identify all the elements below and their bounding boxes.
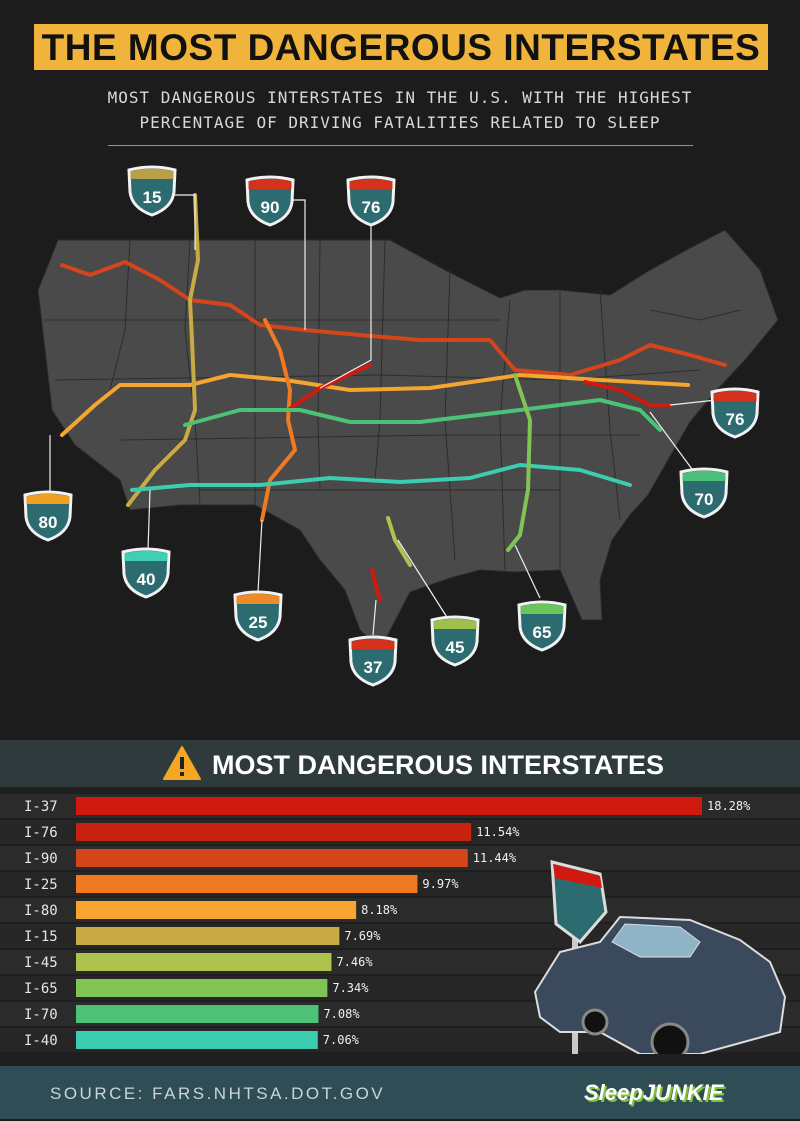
source-credit: SOURCE: FARS.NHTSA.DOT.GOV [50,1084,386,1103]
shield-label: 76 [726,410,745,429]
bar-category-label: I-80 [24,903,58,919]
shield-label: 45 [446,638,465,657]
bar-series: I-37 18.28% I-76 11.54% I-90 11.44% I-25 9.97% I… [24,797,751,1049]
shield-label: 90 [261,198,280,217]
bar-i-37 [76,797,702,815]
bar-category-label: I-65 [24,981,58,997]
bar-value-label: 7.46% [336,955,373,969]
shield-label: 15 [143,188,162,207]
damaged-sign-cap [553,864,602,888]
shield-label: 70 [695,490,714,509]
bar-value-label: 7.06% [323,1033,360,1047]
state-borders [45,239,741,571]
fatality-bar-chart: I-37 18.28% I-76 11.54% I-90 11.44% I-25 9.97% I… [0,794,800,1054]
bar-value-label: 8.18% [361,903,398,917]
interstate-shield-15: 15 [127,165,177,217]
bar-value-label: 11.44% [473,851,517,865]
interstate-shields: 15 90 76 80 40 25 37 45 65 70 76 [23,165,760,687]
route-i45 [386,516,412,567]
bar-category-label: I-70 [24,1007,58,1023]
route-i65 [506,373,532,552]
us-interstate-map: 15 90 76 80 40 25 37 45 65 70 76 [23,165,779,687]
subtitle-line-2: PERCENTAGE OF DRIVING FATALITIES RELATED… [139,113,661,132]
logo-text: SleepJUNKIE [584,1080,724,1105]
route-i90 [60,260,727,377]
interstate-shield-40: 40 [121,547,171,599]
subtitle-divider [108,145,693,146]
interstate-shield-76: 76 [710,387,760,439]
shield-label: 40 [137,570,156,589]
bar-i-40 [76,1031,318,1049]
interstate-shield-37: 37 [348,635,398,687]
shield-label: 37 [364,658,383,677]
footer: SOURCE: FARS.NHTSA.DOT.GOV SleepJUNKIE [0,1066,800,1119]
car-wheel-icon [650,1022,690,1054]
route-i25 [260,318,297,522]
bar-category-label: I-37 [24,799,58,815]
shield-label: 76 [362,198,381,217]
title-banner [34,24,768,70]
bar-category-label: I-15 [24,929,58,945]
interstate-shield-25: 25 [233,590,283,642]
interstate-shield-76: 76 [346,175,396,227]
bar-i-80 [76,901,357,919]
chart-section-header: MOST DANGEROUS INTERSTATES [0,740,800,787]
interstate-shield-80: 80 [23,490,73,542]
route-i70 [183,398,662,432]
route-i40 [130,463,632,492]
crash-illustration [533,860,787,1054]
bar-i-15 [76,927,340,945]
interstate-shield-90: 90 [245,175,295,227]
bar-value-label: 18.28% [707,799,751,813]
chart-section: MOST DANGEROUS INTERSTATES I-37 18.28% I-7… [0,740,800,1066]
shield-label: 25 [249,613,268,632]
chart-section-title: MOST DANGEROUS INTERSTATES [212,750,665,780]
page-title: THE MOST DANGEROUS INTERSTATES [41,27,761,68]
bar-value-label: 7.69% [344,929,381,943]
bar-i-76 [76,823,472,841]
bar-value-label: 9.97% [422,877,459,891]
bar-category-label: I-76 [24,825,58,841]
car-windshield [611,923,701,958]
bar-category-label: I-40 [24,1033,58,1049]
route-i76-east [583,380,672,407]
header-section: THE MOST DANGEROUS INTERSTATES MOST DANG… [23,24,779,687]
bar-i-65 [76,979,328,997]
shield-label: 80 [39,513,58,532]
bar-i-70 [76,1005,319,1023]
bar-value-label: 11.54% [476,825,520,839]
bar-value-label: 7.08% [323,1007,360,1021]
interstate-shield-65: 65 [517,600,567,652]
bar-i-90 [76,849,468,867]
bar-i-45 [76,953,332,971]
route-i15 [126,193,200,507]
bar-category-label: I-25 [24,877,58,893]
interstate-shield-45: 45 [430,615,480,667]
bar-category-label: I-45 [24,955,58,971]
bar-category-label: I-90 [24,851,58,867]
shield-label: 65 [533,623,552,642]
sleepjunkie-logo[interactable]: SleepJUNKIE [584,1076,744,1110]
us-map-silhouette [37,229,779,651]
warning-icon [163,746,201,780]
bar-i-25 [76,875,418,893]
bar-value-label: 7.34% [332,981,369,995]
interstate-shield-70: 70 [679,467,729,519]
route-i37 [370,568,382,602]
interstate-routes [60,193,727,602]
car-wheel-icon [581,1008,609,1036]
route-i80 [60,373,690,437]
subtitle-line-1: MOST DANGEROUS INTERSTATES IN THE U.S. W… [107,88,693,107]
